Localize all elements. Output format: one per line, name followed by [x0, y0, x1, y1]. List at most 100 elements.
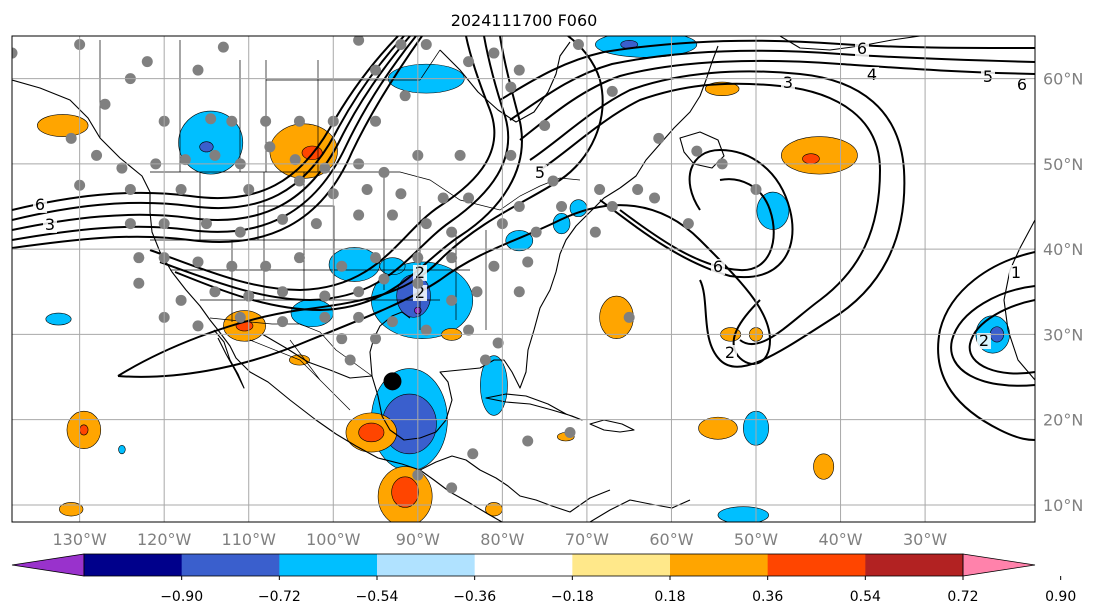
colorbar-tick-label: −0.90: [160, 589, 203, 605]
storm-center-marker: [383, 372, 402, 391]
station-dot: [446, 252, 458, 264]
station-dot: [589, 226, 601, 238]
station-dot: [344, 354, 356, 366]
station-dot: [353, 209, 365, 221]
mexico-state-lines: [249, 339, 351, 411]
station-dot: [370, 333, 382, 345]
station-dot: [99, 98, 111, 110]
station-dot: [370, 64, 382, 76]
station-dot: [226, 115, 238, 127]
contour-line: [519, 59, 1035, 141]
contour-label-bg: [1015, 77, 1029, 93]
gulf-coast: [261, 187, 621, 441]
station-dot: [467, 448, 479, 460]
gridlines-layer: [12, 36, 1035, 522]
longitude-label: 50°W: [734, 530, 778, 549]
colorbar-segment: [474, 554, 573, 576]
station-dot: [370, 115, 382, 127]
station-dot: [378, 166, 390, 178]
latitude-label: 50°N: [1043, 155, 1083, 174]
station-dot: [378, 273, 390, 285]
longitude-label: 120°W: [137, 530, 192, 549]
anomaly-shading: [379, 257, 406, 276]
station-dot: [463, 324, 475, 336]
contour-label: 5: [983, 67, 993, 86]
station-dot: [175, 183, 187, 195]
station-dot: [65, 132, 77, 144]
contour-line: [509, 49, 1035, 121]
contour-label: 1: [1011, 263, 1021, 282]
station-dot: [124, 218, 136, 230]
station-dot: [522, 435, 534, 447]
contour-label: 3: [45, 215, 55, 234]
contour-label-bg: [977, 333, 991, 349]
station-dot: [632, 183, 644, 195]
station-dot: [505, 81, 517, 93]
station-dot: [353, 36, 365, 46]
latitude-label: 30°N: [1043, 325, 1083, 344]
contour-line: [12, 36, 411, 231]
colorbar-segment: [279, 554, 378, 576]
station-dot: [264, 141, 276, 153]
anomaly-shading: [717, 506, 769, 522]
colorbar: −0.90 −0.72 −0.54 −0.36 −0.18 0.18 0.36 0.54 0.7…: [11, 553, 1076, 605]
colorbar-tick-label: −0.18: [551, 589, 594, 605]
longitude-label: 60°W: [649, 530, 693, 549]
axis-tick-labels: 130°W 120°W 110°W 100°W 90°W 80°W 70°W 60°W 50°W…: [52, 70, 1083, 549]
central-america: [419, 455, 611, 513]
station-dot: [488, 260, 500, 272]
longitude-label: 110°W: [222, 530, 277, 549]
north-america-west-coast: [12, 79, 503, 522]
station-dot: [513, 201, 525, 213]
contour-label: 2: [725, 343, 735, 362]
station-dot: [606, 85, 618, 97]
anomaly-shading: [802, 153, 820, 165]
station-dot: [606, 201, 618, 213]
greenland-coast: [779, 36, 921, 51]
colorbar-tick-label: 0.18: [654, 589, 685, 605]
station-dot: [234, 311, 246, 323]
station-dot: [420, 324, 432, 336]
station-dot: [399, 90, 411, 102]
contour-line: [539, 82, 882, 346]
anomaly-shading: [781, 136, 858, 175]
station-dot: [353, 286, 365, 298]
contour-label-bg: [413, 265, 427, 281]
colorbar-extend-low: [11, 553, 85, 577]
station-dot: [395, 39, 407, 51]
latitude-label: 60°N: [1043, 70, 1083, 89]
colorbar-tick-label: 0.36: [752, 589, 783, 605]
colorbar-tick-label: −0.54: [356, 589, 399, 605]
station-dot: [522, 256, 534, 268]
contour-label-bg: [981, 69, 995, 85]
contour-label: 6: [1017, 75, 1027, 94]
contour-label-bg: [413, 285, 427, 301]
anomaly-shading: [118, 444, 126, 455]
latitude-label: 40°N: [1043, 240, 1083, 259]
station-dot: [395, 188, 407, 200]
west-africa-coast: [1003, 219, 1035, 381]
contour-label-bg: [1009, 265, 1023, 281]
contour-label: 4: [867, 65, 877, 84]
anomaly-shading: [79, 424, 89, 436]
contour-label: 5: [535, 163, 545, 182]
longitude-label: 130°W: [52, 530, 107, 549]
station-dot: [370, 252, 382, 264]
colorbar-tick-label: −0.36: [453, 589, 496, 605]
anomaly-shading: [698, 416, 738, 440]
colorbar-frame: [83, 553, 964, 577]
station-dot: [420, 39, 432, 51]
contour-line: [529, 70, 906, 368]
station-dot: [471, 286, 483, 298]
station-dot: [454, 149, 466, 161]
station-dot: [234, 226, 246, 238]
colorbar-tick-label: 0.72: [947, 589, 978, 605]
station-dot: [361, 183, 373, 195]
station-dot: [623, 311, 635, 323]
station-dot: [649, 192, 661, 204]
south-america-coast: [589, 499, 691, 522]
figure-title: 2024111700 F060: [451, 11, 598, 30]
anomaly-shading: [45, 312, 72, 326]
contour-line: [174, 36, 523, 312]
station-dot: [479, 354, 491, 366]
